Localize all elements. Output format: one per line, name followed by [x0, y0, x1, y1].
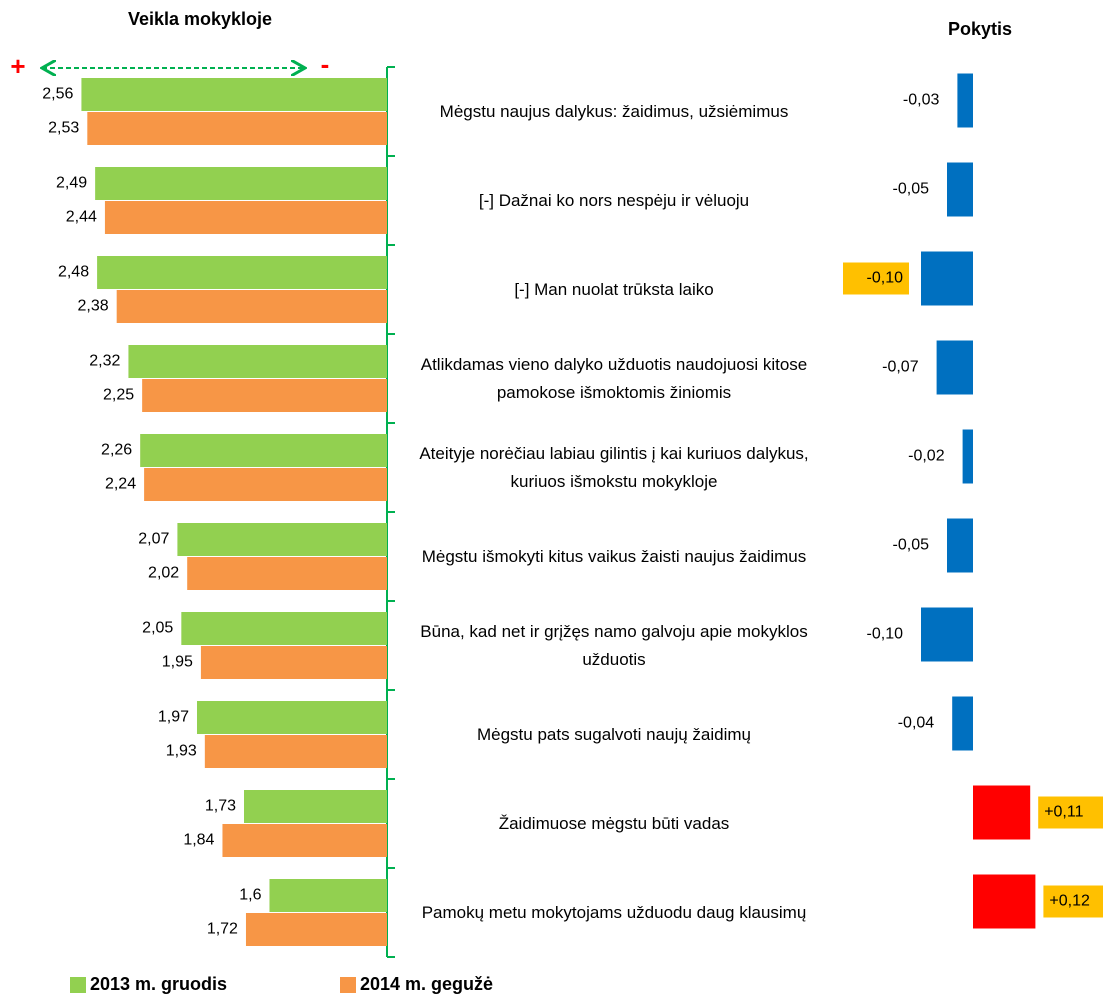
bar [973, 785, 1031, 840]
bar [142, 379, 387, 412]
bar [128, 345, 387, 378]
category-label: Žaidimuose mėgstu būti vadas [498, 813, 730, 833]
value-label: 2,49 [56, 175, 87, 192]
legend-swatch [340, 977, 356, 993]
chart-title: Veikla mokykloje [128, 9, 272, 29]
value-label: +0,11 [1044, 804, 1083, 821]
bar [81, 78, 388, 111]
bar [962, 429, 973, 484]
label-highlight [1038, 796, 1103, 829]
value-label: 1,73 [205, 798, 236, 815]
value-label: 1,97 [158, 709, 189, 726]
value-label: -0,10 [867, 270, 904, 287]
value-label: -0,02 [908, 448, 945, 465]
value-label: 1,84 [183, 832, 214, 849]
value-label: 2,02 [148, 565, 179, 582]
category-label: Mėgstu naujus dalykus: žaidimus, užsiėmi… [439, 101, 789, 121]
bar [952, 696, 973, 751]
bar [177, 523, 387, 556]
value-label: 2,24 [105, 476, 136, 493]
legend-label: 2013 m. gruodis [90, 974, 227, 994]
bar [200, 646, 387, 679]
chart-title: Pokytis [948, 19, 1012, 39]
bar [187, 557, 387, 590]
value-label: -0,05 [893, 537, 930, 554]
value-label: 2,56 [42, 86, 73, 103]
bar [921, 251, 973, 306]
category-label: [-] Man nuolat trūksta laiko [514, 279, 714, 299]
bar [87, 112, 388, 145]
value-label: 2,07 [138, 531, 169, 548]
bar [947, 162, 973, 217]
bar [957, 73, 973, 128]
bar [116, 290, 388, 323]
value-label: 2,05 [142, 620, 173, 637]
category-label: Mėgstu pats sugalvoti naujų žaidimų [476, 724, 752, 744]
bar [204, 735, 387, 768]
value-label: -0,04 [898, 715, 935, 732]
bar [222, 824, 387, 857]
bar [921, 607, 973, 662]
bar [269, 879, 387, 912]
category-label: Pamokų metu mokytojams užduodu daug klau… [421, 902, 807, 922]
category-label: Atlikdamas vieno dalyko užduotis naudoju… [420, 354, 808, 402]
value-label: -0,10 [867, 626, 904, 643]
value-label: 2,44 [66, 209, 97, 226]
value-label: 2,38 [78, 298, 109, 315]
bar [244, 790, 387, 823]
bar [104, 201, 387, 234]
annotation: + [10, 51, 25, 81]
legend-label: 2014 m. gegužė [360, 974, 493, 994]
category-label: Mėgstu išmokyti kitus vaikus žaisti nauj… [421, 546, 807, 566]
value-label: -0,07 [882, 359, 919, 376]
bar [196, 701, 387, 734]
bar [245, 913, 387, 946]
category-label: [-] Dažnai ko nors nespėju ir vėluoju [478, 190, 750, 210]
bar [973, 874, 1036, 929]
bar [140, 434, 387, 467]
value-label: 2,48 [58, 264, 89, 281]
value-label: 2,26 [101, 442, 132, 459]
value-label: -0,05 [893, 181, 930, 198]
value-label: 2,25 [103, 387, 134, 404]
value-label: 1,6 [239, 887, 261, 904]
value-label: 1,93 [166, 743, 197, 760]
value-label: 2,53 [48, 120, 79, 137]
value-label: 2,32 [89, 353, 120, 370]
annotation: - [321, 49, 330, 79]
bar [947, 518, 973, 573]
bar [936, 340, 973, 395]
bar [181, 612, 387, 645]
category-label: Ateityje norėčiau labiau gilintis į kai … [419, 443, 809, 491]
value-label: 1,95 [162, 654, 193, 671]
value-label: 1,72 [207, 921, 238, 938]
category-label: Būna, kad net ir grįžęs namo galvoju api… [420, 621, 808, 669]
bar [144, 468, 387, 501]
legend-swatch [70, 977, 86, 993]
bar [97, 256, 387, 289]
label-highlight [1043, 885, 1103, 918]
label-highlight [843, 262, 909, 295]
bar [95, 167, 388, 200]
value-label: -0,03 [903, 92, 940, 109]
value-label: +0,12 [1049, 893, 1090, 910]
